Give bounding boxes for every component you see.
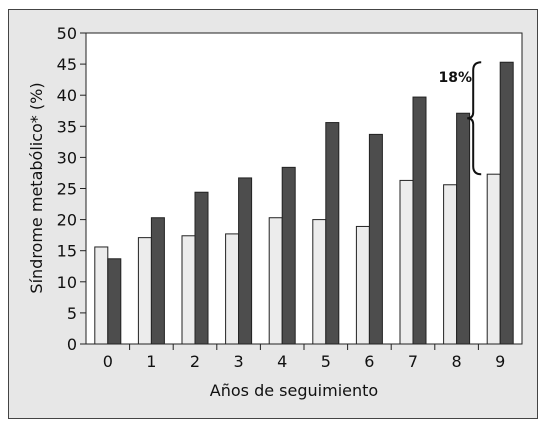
bar-series2-year-9 xyxy=(499,61,514,345)
y-tick-label: 5 xyxy=(67,304,77,323)
y-tick-label: 0 xyxy=(67,335,77,354)
x-tick-label: 4 xyxy=(277,352,287,371)
x-tick-label: 6 xyxy=(364,352,374,371)
y-tick-label: 10 xyxy=(57,273,77,292)
x-tick-label: 8 xyxy=(452,352,462,371)
x-tick-label: 0 xyxy=(103,352,113,371)
bar-series1-year-8 xyxy=(443,184,458,345)
bar-series2-year-0 xyxy=(107,258,122,345)
y-tick-label: 50 xyxy=(57,24,77,43)
bar-series2-year-7 xyxy=(412,96,427,345)
bar-series1-year-1 xyxy=(137,237,152,345)
bar-series1-year-3 xyxy=(225,233,240,345)
bar-series1-year-6 xyxy=(355,225,370,345)
bars-group xyxy=(94,61,514,345)
bar-series1-year-9 xyxy=(486,173,501,345)
y-tick-label: 25 xyxy=(57,180,77,199)
bar-series2-year-6 xyxy=(368,133,383,345)
x-tick-label: 5 xyxy=(321,352,331,371)
y-tick-label: 30 xyxy=(57,148,77,167)
difference-annotation: 18% xyxy=(438,70,472,86)
x-axis-ticks: 0 1 2 3 4 5 6 7 8 9 xyxy=(103,344,505,371)
bar-series2-year-2 xyxy=(194,191,209,345)
x-tick-label: 7 xyxy=(408,352,418,371)
bar-series2-year-8 xyxy=(456,112,471,345)
bar-series1-year-4 xyxy=(268,217,283,345)
x-tick-label: 3 xyxy=(234,352,244,371)
bar-series1-year-7 xyxy=(399,179,414,345)
bar-series1-year-2 xyxy=(181,235,196,345)
y-tick-label: 35 xyxy=(57,117,77,136)
difference-brace xyxy=(467,61,482,176)
x-axis-title: Años de seguimiento xyxy=(210,381,378,400)
bar-series2-year-4 xyxy=(281,166,296,345)
y-tick-label: 40 xyxy=(57,86,77,105)
y-axis-title: Síndrome metabólico* (%) xyxy=(27,82,46,293)
bar-series1-year-5 xyxy=(312,219,327,345)
bar-series2-year-1 xyxy=(150,217,165,345)
x-tick-label: 1 xyxy=(146,352,156,371)
y-tick-label: 45 xyxy=(57,55,77,74)
y-tick-label: 20 xyxy=(57,211,77,230)
y-tick-label: 15 xyxy=(57,242,77,261)
bar-series1-year-0 xyxy=(94,246,109,345)
y-axis-ticks: 0 5 10 15 20 25 30 35 40 45 50 xyxy=(57,24,86,354)
x-tick-label: 2 xyxy=(190,352,200,371)
bar-series2-year-5 xyxy=(325,122,340,345)
bar-series2-year-3 xyxy=(238,177,253,345)
x-tick-label: 9 xyxy=(495,352,505,371)
brace-path xyxy=(467,61,482,176)
